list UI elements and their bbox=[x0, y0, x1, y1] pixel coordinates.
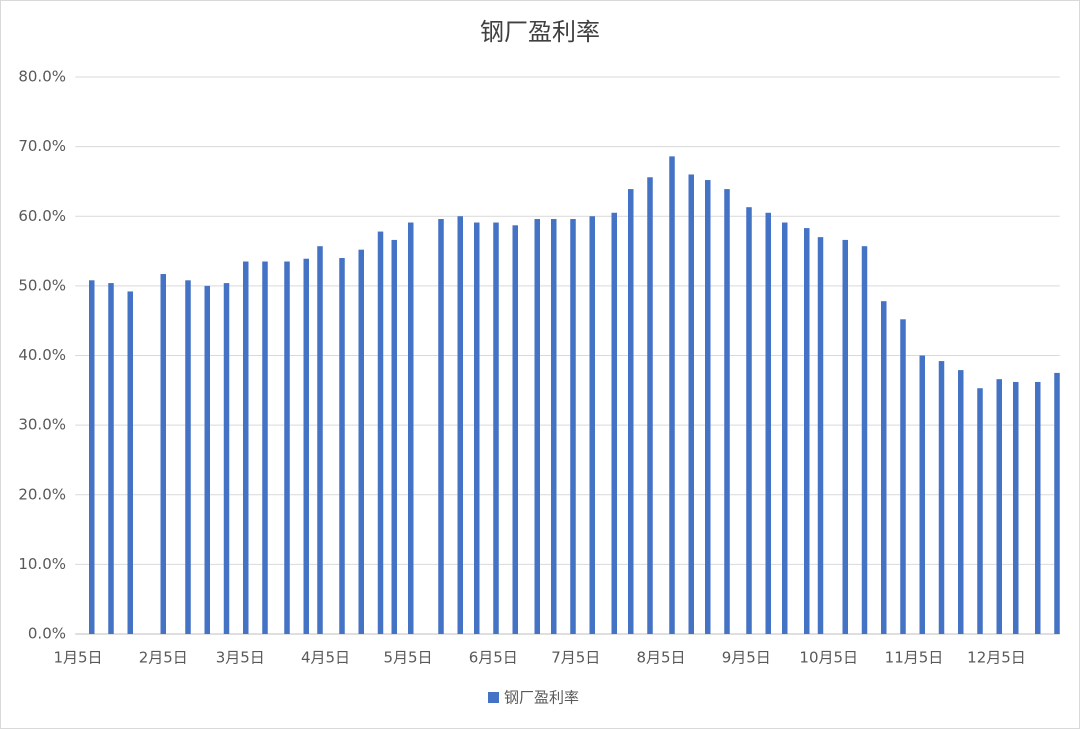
bar bbox=[628, 189, 634, 634]
bar bbox=[493, 222, 499, 635]
bar bbox=[317, 246, 323, 634]
y-tick-label: 40.0% bbox=[18, 346, 66, 364]
bar bbox=[647, 177, 653, 634]
bar bbox=[782, 222, 788, 635]
bar bbox=[223, 283, 230, 634]
bar bbox=[938, 361, 945, 634]
y-tick-label: 20.0% bbox=[18, 485, 66, 503]
bar bbox=[669, 156, 675, 634]
legend-swatch bbox=[488, 692, 499, 703]
bar bbox=[377, 231, 384, 634]
bar bbox=[391, 239, 397, 635]
y-tick-label: 70.0% bbox=[18, 137, 66, 155]
x-tick-label: 12月5日 bbox=[967, 649, 1026, 667]
y-tick-label: 80.0% bbox=[18, 68, 66, 86]
legend-label: 钢厂盈利率 bbox=[504, 689, 579, 707]
x-tick-label: 10月5日 bbox=[799, 649, 858, 667]
bar bbox=[919, 355, 925, 634]
bar bbox=[474, 222, 480, 635]
bar bbox=[339, 258, 345, 634]
bar bbox=[1013, 381, 1019, 634]
x-tick-label: 9月5日 bbox=[722, 649, 771, 667]
bar bbox=[705, 180, 711, 635]
y-tick-label: 0.0% bbox=[28, 625, 66, 643]
bar bbox=[284, 261, 290, 634]
bar bbox=[900, 319, 906, 634]
bar bbox=[817, 237, 824, 634]
bar bbox=[724, 189, 730, 634]
bar bbox=[358, 249, 364, 635]
bar bbox=[204, 285, 210, 634]
bar bbox=[185, 280, 191, 634]
x-tick-label: 1月5日 bbox=[53, 649, 102, 667]
x-tick-label: 5月5日 bbox=[383, 649, 432, 667]
x-tick-label: 8月5日 bbox=[636, 649, 685, 667]
bar bbox=[89, 280, 95, 634]
bar bbox=[804, 228, 810, 634]
bar bbox=[977, 388, 983, 634]
bar bbox=[108, 283, 114, 634]
chart-title: 钢厂盈利率 bbox=[480, 18, 600, 46]
x-tick-label: 11月5日 bbox=[885, 649, 944, 667]
bar bbox=[861, 246, 868, 634]
y-tick-label: 30.0% bbox=[18, 416, 66, 434]
bar bbox=[160, 274, 166, 634]
bar bbox=[438, 219, 444, 634]
bar bbox=[842, 239, 848, 635]
bar bbox=[408, 222, 414, 635]
bar bbox=[958, 370, 964, 634]
y-tick-label: 10.0% bbox=[18, 555, 66, 573]
bar bbox=[996, 379, 1002, 634]
bar bbox=[765, 212, 771, 635]
bar bbox=[1035, 381, 1041, 634]
bar bbox=[746, 207, 752, 635]
x-tick-label: 7月5日 bbox=[551, 649, 600, 667]
bar bbox=[551, 219, 557, 634]
bar bbox=[589, 216, 595, 634]
bar bbox=[881, 301, 887, 634]
x-tick-label: 3月5日 bbox=[216, 649, 265, 667]
bar bbox=[611, 212, 617, 635]
bar bbox=[688, 174, 694, 634]
y-tick-label: 60.0% bbox=[18, 207, 66, 225]
bar bbox=[512, 225, 518, 634]
bar bbox=[534, 219, 540, 634]
bar bbox=[457, 216, 463, 634]
x-tick-label: 4月5日 bbox=[301, 649, 350, 667]
y-tick-label: 50.0% bbox=[18, 276, 66, 294]
bar bbox=[1054, 372, 1060, 634]
bar bbox=[127, 291, 133, 634]
x-tick-label: 6月5日 bbox=[469, 649, 518, 667]
bar bbox=[303, 258, 309, 634]
bar bbox=[262, 261, 268, 634]
bar bbox=[243, 261, 249, 634]
x-tick-label: 2月5日 bbox=[139, 649, 188, 667]
bar bbox=[570, 219, 576, 634]
